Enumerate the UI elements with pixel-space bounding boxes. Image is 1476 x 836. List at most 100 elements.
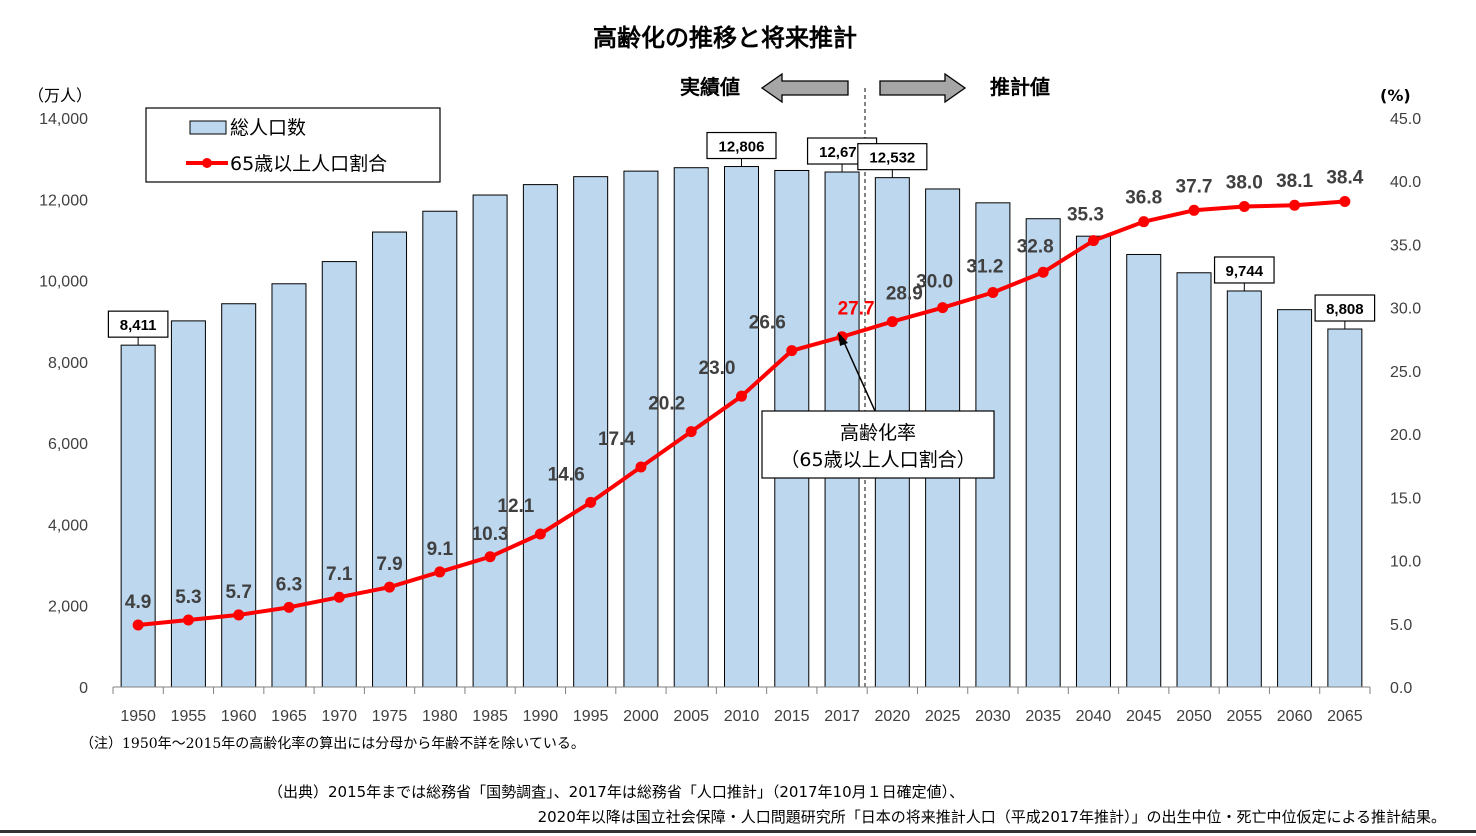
legend-bar-label: 総人口数 [230, 117, 306, 139]
callout-label: 9,744 [1226, 263, 1264, 280]
left-axis-unit: （万人） [28, 86, 92, 105]
aging-rate-label: 26.6 [749, 313, 786, 334]
left-tick-label: 12,000 [39, 192, 88, 209]
x-tick-label: 1985 [472, 708, 508, 725]
left-axis: 0 2,000 4,000 6,000 8,000 10,000 12,000 14,000 [39, 111, 88, 697]
right-tick-label: 0.0 [1390, 680, 1412, 697]
arrow-right-icon [879, 72, 967, 104]
population-bar [472, 194, 508, 688]
aging-rate-label: 38.1 [1276, 171, 1313, 192]
note-text: （注）1950年～2015年の高齢化率の算出には分母から年齢不詳を除いている。 [80, 735, 585, 752]
aging-rate-label: 5.3 [175, 587, 201, 608]
aging-rate-point [987, 286, 999, 298]
legend-box [145, 107, 441, 183]
x-tick-label: 2017 [824, 708, 860, 725]
aging-rate-label: 20.2 [648, 394, 685, 415]
population-bar [573, 176, 609, 688]
right-tick-label: 45.0 [1390, 111, 1421, 128]
x-tick-label: 1960 [221, 708, 257, 725]
x-tick-label: 1995 [573, 708, 609, 725]
aging-rate-point [1339, 195, 1351, 207]
chart-title: 高齢化の推移と将来推計 [593, 24, 857, 52]
aging-rate-point [132, 619, 144, 631]
x-tick-label: 2040 [1076, 708, 1112, 725]
aging-rate-label: 27.7 [838, 299, 875, 320]
aging-rate-point [434, 566, 446, 578]
population-bar [724, 166, 759, 688]
population-bar [623, 170, 659, 688]
aging-rate-point [1188, 204, 1200, 216]
aging-rate-point [534, 528, 546, 540]
annotation-box [761, 410, 995, 479]
aging-rate-point [585, 496, 597, 508]
population-bar [1126, 253, 1162, 688]
aging-rate-point [1289, 199, 1301, 211]
right-tick-label: 5.0 [1390, 617, 1412, 634]
callout-label: 12,671 [819, 144, 865, 161]
bar-callouts: 8,411 12,806 12,671 12,532 9,744 8,808 [107, 131, 1376, 346]
population-bar [321, 261, 357, 688]
legend-line-label: 65歳以上人口割合 [230, 153, 387, 175]
bottom-rule [0, 830, 1476, 833]
aging-rate-point [685, 426, 697, 438]
aging-rate-point [1238, 201, 1250, 213]
x-tick-label: 2030 [975, 708, 1011, 725]
callout-box [1314, 294, 1376, 322]
callout-box [706, 131, 777, 160]
population-bar [522, 184, 558, 688]
population-bar [120, 344, 156, 688]
population-bar [1226, 290, 1262, 688]
x-tick-label: 1955 [171, 708, 207, 725]
left-tick-label: 2,000 [48, 599, 88, 616]
x-tick-label: 2025 [925, 708, 961, 725]
population-bar [372, 231, 408, 688]
legend-line-marker [202, 158, 212, 168]
aging-rate-label: 31.2 [966, 256, 1003, 277]
callout-label: 8,411 [120, 317, 157, 334]
aging-rate-point [886, 316, 898, 328]
callout-label: 8,808 [1326, 301, 1364, 318]
aging-rate-label: 14.6 [548, 464, 585, 485]
projected-label: 推計値 [990, 75, 1050, 99]
x-tick-label: 2060 [1277, 708, 1313, 725]
aging-rate-point [1087, 235, 1099, 247]
aging-rate-label: 35.3 [1067, 205, 1104, 226]
aging-rate-point [233, 609, 245, 621]
aging-rate-label: 36.8 [1125, 188, 1162, 209]
aging-rate-point [635, 461, 647, 473]
aging-rate-label: 5.7 [225, 582, 251, 603]
aging-rate-label: 9.1 [427, 539, 454, 560]
callout-box [107, 310, 169, 338]
aging-rate-label: 37.7 [1176, 176, 1213, 197]
left-tick-label: 8,000 [48, 355, 88, 372]
legend-bar-swatch [189, 120, 227, 135]
right-tick-label: 15.0 [1390, 490, 1421, 507]
x-tick-label: 1975 [372, 708, 408, 725]
left-tick-label: 10,000 [39, 274, 88, 291]
right-axis: 0.0 5.0 10.0 15.0 20.0 25.0 30.0 35.0 40.0 45.0 [1390, 111, 1421, 697]
source-line1: （出典）2015年までは総務省「国勢調査」、2017年は総務省「人口推計」（20… [268, 783, 964, 801]
annotation-arrowhead [838, 332, 848, 346]
right-tick-label: 40.0 [1390, 174, 1421, 191]
population-bar [170, 320, 206, 688]
aging-rate-point [1037, 266, 1049, 278]
callout-box [857, 143, 928, 171]
aging-rate-point [333, 591, 345, 603]
x-tick-label: 1950 [120, 708, 156, 725]
left-tick-label: 6,000 [48, 436, 88, 453]
population-bar [1075, 235, 1111, 688]
aging-rate-label: 28.9 [886, 284, 923, 305]
aging-rate-point [736, 390, 747, 402]
population-bars [120, 166, 1363, 688]
aging-rate-label: 12.1 [497, 496, 534, 517]
aging-rate-label: 17.4 [598, 429, 635, 450]
right-tick-label: 35.0 [1390, 237, 1421, 254]
callout-box [1213, 256, 1275, 284]
x-tick-label: 1980 [422, 708, 458, 725]
annotation-line2: （65歳以上人口割合） [780, 449, 975, 471]
population-bar [1327, 328, 1363, 688]
right-tick-label: 30.0 [1390, 301, 1421, 318]
aging-rate-point [786, 345, 798, 357]
x-tick-label: 2015 [774, 708, 810, 725]
right-tick-label: 20.0 [1390, 427, 1421, 444]
